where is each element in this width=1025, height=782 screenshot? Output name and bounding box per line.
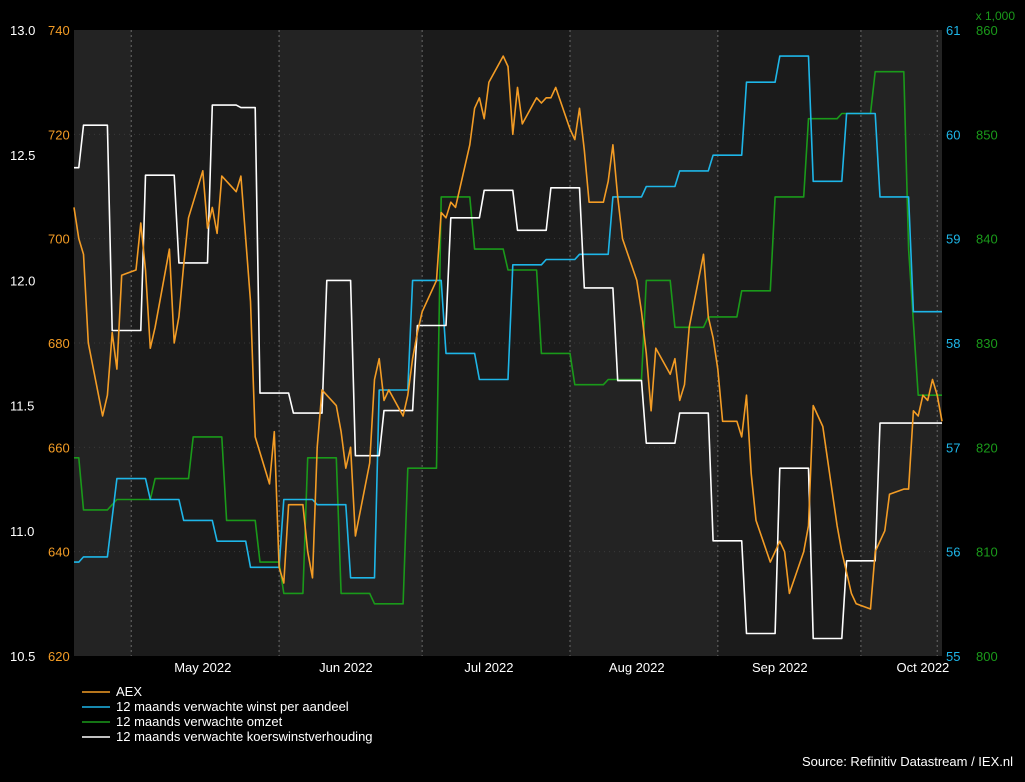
- x-tick-label: Oct 2022: [897, 660, 950, 675]
- eps-tick-label: 58: [946, 336, 960, 351]
- x-tick-label: Jul 2022: [464, 660, 513, 675]
- series-line-12-maands-verwachte-winst-per-aandeel: [74, 55, 942, 579]
- legend-label: AEX: [116, 684, 142, 699]
- aex-tick-label: 640: [48, 545, 70, 560]
- plot-band: [279, 30, 423, 656]
- legend-label: 12 maands verwachte winst per aandeel: [116, 699, 349, 714]
- plot-band: [74, 30, 132, 656]
- revenue-tick-label: 840: [976, 232, 998, 247]
- revenue-tick-label: 820: [976, 440, 998, 455]
- eps-axis-ticks: 55 56 57 58 59 60 61: [946, 23, 960, 664]
- aex-tick-label: 720: [48, 127, 70, 142]
- revenue-axis-multiplier-label: x 1,000: [976, 9, 1016, 23]
- series-lines: [73, 55, 943, 640]
- revenue-tick-label: 850: [976, 127, 998, 142]
- revenue-axis-ticks: 800 810 820 830 840 850 860: [976, 23, 998, 664]
- series-line-12-maands-verwachte-koerswinstverhouding: [74, 104, 942, 640]
- aex-tick-label: 660: [48, 440, 70, 455]
- pe-tick-label: 12.0: [10, 273, 35, 288]
- aex-axis-ticks: 620 640 660 680 700 720 740: [48, 23, 70, 664]
- eps-tick-label: 60: [946, 127, 960, 142]
- revenue-tick-label: 810: [976, 545, 998, 560]
- aex-tick-label: 620: [48, 649, 70, 664]
- series-line-aex: [73, 55, 943, 610]
- x-tick-label: Jun 2022: [319, 660, 373, 675]
- pe-axis-ticks: 10.5 11.0 11.5 12.0 12.5 13.0: [10, 23, 35, 664]
- x-tick-label: May 2022: [174, 660, 231, 675]
- eps-tick-label: 56: [946, 545, 960, 560]
- legend-label: 12 maands verwachte koerswinstverhouding: [116, 729, 373, 744]
- x-tick-label: Sep 2022: [752, 660, 808, 675]
- eps-tick-label: 61: [946, 23, 960, 38]
- legend-label: 12 maands verwachte omzet: [116, 714, 283, 729]
- pe-tick-label: 10.5: [10, 649, 35, 664]
- pe-tick-label: 13.0: [10, 23, 35, 38]
- source-note: Source: Refinitiv Datastream / IEX.nl: [802, 754, 1013, 769]
- revenue-tick-label: 860: [976, 23, 998, 38]
- aex-tick-label: 740: [48, 23, 70, 38]
- series-line-12-maands-verwachte-omzet: [74, 70, 942, 605]
- pe-tick-label: 11.5: [10, 399, 34, 414]
- pe-tick-label: 12.5: [10, 148, 35, 163]
- eps-tick-label: 55: [946, 649, 960, 664]
- eps-tick-label: 57: [946, 440, 960, 455]
- aex-tick-label: 680: [48, 336, 70, 351]
- plot-background: [74, 30, 942, 656]
- aex-tick-label: 700: [48, 232, 70, 247]
- eps-tick-label: 59: [946, 232, 960, 247]
- revenue-tick-label: 830: [976, 336, 998, 351]
- revenue-tick-label: 800: [976, 649, 998, 664]
- pe-tick-label: 11.0: [10, 524, 34, 539]
- x-axis-labels: May 2022 Jun 2022 Jul 2022 Aug 2022 Sep 2022…: [174, 660, 949, 675]
- x-tick-label: Aug 2022: [609, 660, 665, 675]
